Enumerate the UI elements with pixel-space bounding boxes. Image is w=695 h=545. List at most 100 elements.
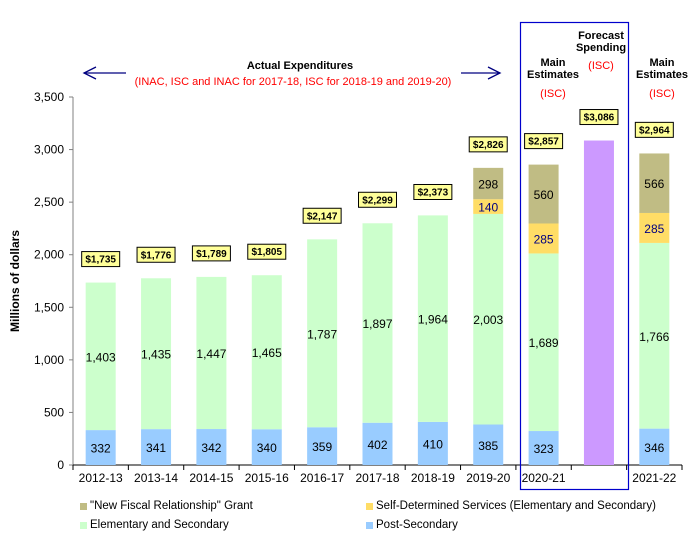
- left-arrow-icon: [82, 66, 126, 80]
- legend-item-post-secondary: Post-Secondary: [366, 519, 458, 531]
- bar-segment: [362, 223, 393, 423]
- segment-label: 140: [478, 201, 498, 215]
- total-label-text: $2,373: [418, 187, 449, 198]
- segment-label: 1,689: [529, 336, 559, 350]
- x-tick-label: 2014-15: [189, 471, 233, 485]
- legend-label: Self-Determined Services (Elementary and…: [376, 500, 656, 512]
- x-tick-label: 2017-18: [355, 471, 399, 485]
- segment-label: 1,787: [307, 327, 337, 341]
- total-label: $1,776: [136, 246, 176, 263]
- legend-swatch: [80, 502, 87, 510]
- segment-label: 1,435: [141, 348, 171, 362]
- total-labels: $1,735 $1,776 $1,789 $1,805 $2,147 $2,299 $2,3…: [81, 109, 674, 268]
- x-tick-label: 2015-16: [245, 471, 289, 485]
- segment-label: 1,403: [86, 350, 116, 364]
- bar-segment: [528, 164, 559, 224]
- segment-label: 341: [146, 441, 166, 455]
- legend-item-self-determined: Self-Determined Services (Elementary and…: [366, 500, 656, 512]
- main-estimates-2020-line1: Main: [540, 57, 565, 69]
- y-tick-label: 3,000: [34, 143, 64, 157]
- total-label-box: [136, 246, 176, 263]
- actual-expenditures-subtitle: (INAC, ISC and INAC for 2017-18, ISC for…: [135, 76, 452, 88]
- bar-segment: [583, 140, 614, 465]
- main-estimates-2020-org: (ISC): [540, 88, 566, 100]
- total-label-text: $1,805: [251, 247, 282, 258]
- bar-segment: [639, 428, 670, 465]
- total-label-text: $2,299: [362, 195, 393, 206]
- segment-label: 346: [644, 441, 664, 455]
- segment-label: 298: [478, 178, 498, 192]
- y-axis-label: Millions of dollars: [8, 230, 22, 332]
- total-label-text: $2,857: [528, 137, 559, 148]
- forecast-line2: Spending: [576, 42, 626, 54]
- y-tick-label: 3,500: [34, 90, 64, 104]
- x-tick-label: 2013-14: [134, 471, 178, 485]
- x-tick-label: 2020-21: [522, 471, 566, 485]
- bar-segment: [639, 153, 670, 213]
- bar-segment: [251, 429, 282, 465]
- bar-segment: [473, 213, 504, 425]
- y-tick-label: 1,500: [34, 300, 64, 314]
- y-tick-label: 2,000: [34, 248, 64, 262]
- total-label-text: $1,776: [141, 250, 172, 261]
- segment-label: 359: [312, 440, 332, 454]
- bar-segment: [473, 424, 504, 465]
- total-label: $1,805: [247, 243, 287, 260]
- bar-segment: [528, 253, 559, 432]
- total-label-text: $2,826: [473, 140, 504, 151]
- segment-label: 342: [201, 441, 221, 455]
- total-label-box: [524, 133, 564, 150]
- bar-segment: [307, 239, 338, 428]
- x-tick-label: 2012-13: [79, 471, 123, 485]
- total-label-box: [302, 207, 342, 224]
- total-label-box: [468, 136, 508, 153]
- legend-label: Post-Secondary: [376, 519, 458, 531]
- main-estimates-2021-line2: Estimates: [636, 69, 688, 81]
- bar-segment: [639, 212, 670, 243]
- segment-label: 566: [644, 177, 664, 191]
- bar-segment: [85, 282, 116, 431]
- total-label: $2,964: [634, 121, 674, 138]
- segment-label: 410: [423, 437, 443, 451]
- legend-swatch: [366, 521, 373, 529]
- main-estimates-2021-line1: Main: [649, 57, 674, 69]
- segment-label: 1,447: [196, 347, 226, 361]
- bar-segment: [473, 167, 504, 200]
- segment-label: 1,766: [639, 330, 669, 344]
- bar-segment: [141, 429, 172, 465]
- bar-segment: [196, 276, 227, 430]
- forecast-line1: Forecast: [578, 30, 624, 42]
- bar-segment: [417, 421, 448, 465]
- total-label: $2,826: [468, 136, 508, 153]
- total-label: $1,735: [81, 251, 121, 268]
- segment-label: 385: [478, 439, 498, 453]
- legend-swatch: [366, 502, 373, 510]
- segment-labels: 332 1,403 341 1,435 342 1,447 340 1,465 359 1,787…: [86, 177, 670, 456]
- total-label-box: [81, 251, 121, 268]
- y-tick-label: 500: [44, 405, 64, 419]
- x-tick-label: 2021-22: [632, 471, 676, 485]
- segment-label: 323: [534, 442, 554, 456]
- legend-item-elementary-secondary: Elementary and Secondary: [80, 519, 229, 531]
- right-arrow-icon: [461, 66, 502, 80]
- bar-segment: [196, 429, 227, 465]
- bar-segment: [639, 242, 670, 429]
- x-tick-label: 2019-20: [466, 471, 510, 485]
- bar-segment: [362, 422, 393, 465]
- total-label: $1,789: [191, 245, 231, 262]
- legend-label: Elementary and Secondary: [90, 519, 229, 531]
- total-label-text: $2,964: [639, 125, 670, 136]
- total-label-box: [247, 243, 287, 260]
- legend-item-nfr-grant: "New Fiscal Relationship" Grant: [80, 500, 253, 512]
- legend-swatch: [80, 521, 87, 529]
- total-label-box: [634, 121, 674, 138]
- total-label: $2,373: [413, 183, 453, 200]
- total-label: $2,147: [302, 207, 342, 224]
- bar-segment: [307, 427, 338, 465]
- total-label-box: [358, 191, 397, 208]
- segment-label: 285: [644, 222, 664, 236]
- total-label-text: $1,735: [85, 255, 116, 266]
- total-label: $3,086: [579, 109, 619, 126]
- total-label: $2,299: [358, 191, 397, 208]
